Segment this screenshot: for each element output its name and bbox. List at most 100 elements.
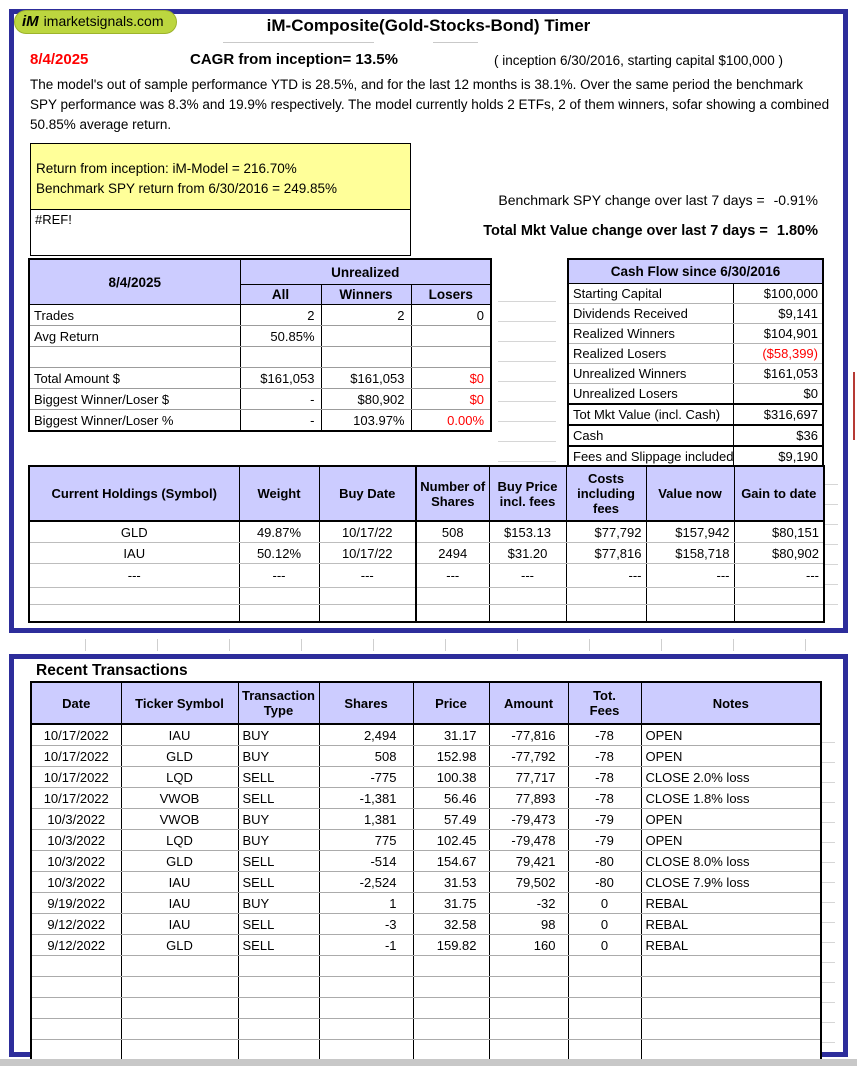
col-header-winners: Winners bbox=[320, 284, 412, 305]
col-header-losers: Losers bbox=[410, 284, 492, 305]
cell: --- bbox=[415, 563, 490, 588]
cell: 775 bbox=[318, 829, 414, 851]
cell: Trades bbox=[28, 304, 241, 326]
benchmark-return-line: Benchmark SPY return from 6/30/2016 = 24… bbox=[36, 181, 338, 196]
cell bbox=[488, 976, 569, 998]
cell: 9/12/2022 bbox=[30, 934, 122, 956]
table-row: Biggest Winner/Loser $ - $80,902 $0 bbox=[28, 388, 492, 410]
cell bbox=[318, 1039, 414, 1062]
cell: BUY bbox=[237, 808, 320, 830]
table-row bbox=[30, 997, 822, 1019]
cell: 152.98 bbox=[412, 745, 490, 767]
cell bbox=[30, 1039, 122, 1062]
cell bbox=[120, 1018, 239, 1040]
mkt-value-weekly-change-value: 1.80% bbox=[776, 223, 818, 239]
cell: $161,053 bbox=[732, 363, 824, 384]
spreadsheet-column-ticks bbox=[14, 639, 844, 651]
cell: 0.00% bbox=[410, 409, 492, 432]
cell bbox=[120, 1039, 239, 1062]
cell: IAU bbox=[120, 892, 239, 914]
cell: ($58,399) bbox=[732, 343, 824, 364]
spy-weekly-change: Benchmark SPY change over last 7 days = -… bbox=[498, 192, 818, 208]
cell bbox=[237, 997, 320, 1019]
cell bbox=[488, 587, 567, 605]
cell bbox=[30, 976, 122, 998]
cell: -77,792 bbox=[488, 745, 569, 767]
cell bbox=[733, 604, 825, 623]
cell: SELL bbox=[237, 787, 320, 809]
cashflow-body: Starting Capital $100,000 Dividends Receiv… bbox=[567, 283, 824, 468]
cell: -32 bbox=[488, 892, 569, 914]
unrealized-table: 8/4/2025 Unrealized All Winners Losers T… bbox=[28, 258, 493, 432]
table-row: Realized Losers ($58,399) bbox=[567, 343, 824, 364]
cell bbox=[412, 1039, 490, 1062]
cell: 10/3/2022 bbox=[30, 871, 122, 893]
cell: CLOSE 7.9% loss bbox=[640, 871, 822, 893]
cell bbox=[28, 587, 240, 605]
cell: IAU bbox=[120, 871, 239, 893]
red-edge-marker bbox=[853, 372, 855, 440]
model-return-line: Return from inception: iM-Model = 216.70… bbox=[36, 161, 297, 176]
cell bbox=[640, 1039, 822, 1062]
holdings-header-shares: Number of Shares bbox=[415, 465, 490, 522]
cell: BUY bbox=[237, 723, 320, 746]
imarketsignals-logo: iM imarketsignals.com bbox=[14, 10, 177, 34]
cell: LQD bbox=[120, 829, 239, 851]
cell: 1,381 bbox=[318, 808, 414, 830]
cell: --- bbox=[238, 563, 320, 588]
cell: 2494 bbox=[415, 542, 490, 564]
cell: 159.82 bbox=[412, 934, 490, 956]
cell: Starting Capital bbox=[567, 283, 734, 304]
cell bbox=[238, 604, 320, 623]
cell: 9/19/2022 bbox=[30, 892, 122, 914]
table-row: Biggest Winner/Loser % -103.97% 0.00% bbox=[28, 409, 492, 432]
cell bbox=[30, 1018, 122, 1040]
cell: 77,893 bbox=[488, 787, 569, 809]
cell bbox=[120, 955, 239, 977]
cell: -78 bbox=[567, 787, 642, 809]
cell: 31.17 bbox=[412, 723, 490, 746]
cell bbox=[237, 1018, 320, 1040]
cell bbox=[640, 997, 822, 1019]
cell bbox=[567, 1018, 642, 1040]
divider bbox=[433, 42, 478, 43]
cell: GLD bbox=[120, 934, 239, 956]
table-row: --- --- --- --- --- --- --- --- bbox=[28, 563, 825, 588]
table-row: Unrealized Losers $0 bbox=[567, 383, 824, 405]
table-row: Avg Return 50.85% bbox=[28, 325, 492, 347]
cell: REBAL bbox=[640, 934, 822, 956]
cell bbox=[488, 1039, 569, 1062]
table-row: 9/19/2022 IAU BUY 1 31.75 -32 0 REBAL bbox=[30, 892, 822, 914]
cell: 49.87% bbox=[238, 520, 320, 543]
cell: 0 bbox=[567, 913, 642, 935]
ref-error-cell: #REF! bbox=[30, 209, 411, 256]
transactions-panel: Recent Transactions Date Ticker Symbol T… bbox=[9, 654, 848, 1062]
summary-panel: iM imarketsignals.com iM-Composite(Gold-S… bbox=[9, 9, 848, 633]
cell bbox=[567, 1039, 642, 1062]
cell bbox=[640, 976, 822, 998]
returns-highlight-box: Return from inception: iM-Model = 216.70… bbox=[30, 143, 411, 210]
table-row: 9/12/2022 GLD SELL -1 159.82 160 0 REBAL bbox=[30, 934, 822, 956]
cell: 10/17/22 bbox=[318, 542, 417, 564]
cell bbox=[237, 1039, 320, 1062]
cell: 32.58 bbox=[412, 913, 490, 935]
holdings-header-gain: Gain to date bbox=[733, 465, 825, 522]
cell: CLOSE 8.0% loss bbox=[640, 850, 822, 872]
table-row: Fees and Slippage included $9,190 bbox=[567, 445, 824, 468]
cell: $9,141 bbox=[732, 303, 824, 324]
cell bbox=[488, 604, 567, 623]
cell: 10/17/2022 bbox=[30, 766, 122, 788]
logo-im-mark: iM bbox=[22, 13, 39, 30]
table-row: Realized Winners $104,901 bbox=[567, 323, 824, 344]
cell: 160 bbox=[488, 934, 569, 956]
cell bbox=[412, 1018, 490, 1040]
table-row: Cash $36 bbox=[567, 424, 824, 447]
cell bbox=[645, 604, 735, 623]
cell bbox=[412, 976, 490, 998]
holdings-header-weight: Weight bbox=[238, 465, 320, 522]
cell: 10/17/2022 bbox=[30, 723, 122, 746]
spreadsheet-gridlines bbox=[498, 282, 556, 462]
cell: CLOSE 2.0% loss bbox=[640, 766, 822, 788]
cell bbox=[318, 976, 414, 998]
cell: $100,000 bbox=[732, 283, 824, 304]
